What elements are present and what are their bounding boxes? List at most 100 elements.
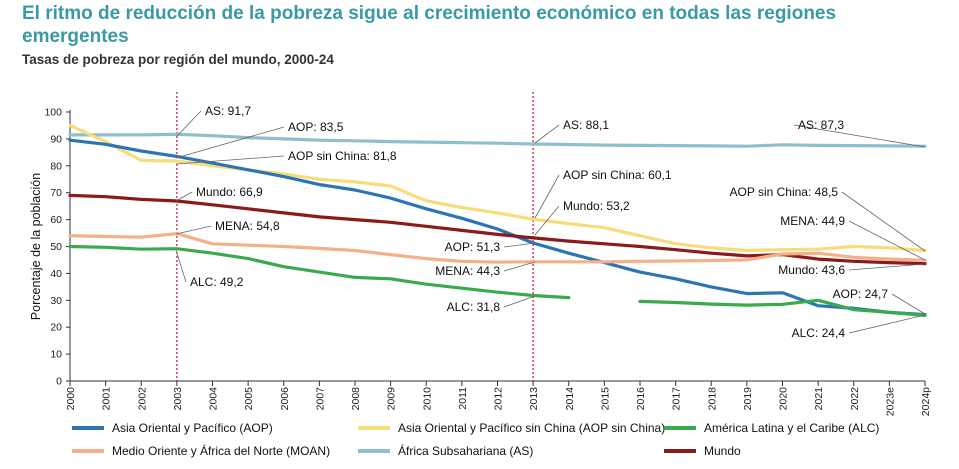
annotation-leader [175, 110, 202, 138]
x-tick-label: 2013 [528, 387, 540, 411]
annotation-leader [175, 191, 193, 202]
annotation-leader [848, 263, 926, 271]
x-tick-label: 2007 [314, 387, 326, 411]
annotation-label: AOP sin China: 60,1 [563, 168, 672, 182]
annotation-label: AOP sin China: 48,5 [729, 185, 838, 199]
annotation-leader [175, 225, 212, 235]
legend-item-aop: Asia Oriental y Pacífico (AOP) [72, 421, 273, 435]
legend-swatch-aop [72, 426, 104, 430]
annotation-label: Mundo: 66,9 [196, 185, 263, 199]
x-tick-label: 2022 [849, 387, 861, 411]
annotation-label: AS: 91,7 [205, 104, 251, 118]
y-tick-label: 0 [56, 376, 62, 388]
series-line-alc [638, 298, 927, 317]
annotation-label: AOP: 24,7 [833, 287, 889, 301]
legend-swatch-aop-sin-china [358, 426, 390, 430]
series-line-aop [68, 138, 927, 317]
x-tick-label: 2023e [884, 387, 896, 416]
annotation-leader [503, 295, 536, 308]
annotation-label: AS: 87,3 [798, 118, 844, 132]
annotation-leader [175, 249, 187, 283]
legend-swatch-mundo [664, 449, 696, 453]
series-line-aop_sc [68, 123, 927, 253]
x-tick-label: 2010 [421, 387, 433, 411]
legend-swatch-as [358, 449, 390, 453]
annotation-leader [534, 174, 560, 219]
x-tick-label: 2006 [279, 387, 291, 411]
annotation-label: MENA: 44,3 [435, 264, 500, 278]
x-tick-label: 2008 [350, 387, 362, 411]
x-tick-label: 2021 [813, 387, 825, 411]
x-tick-label: 2001 [101, 387, 113, 411]
chart-subtitle: Tasas de pobreza por región del mundo, 2… [22, 52, 334, 67]
x-tick-label: 2020 [778, 387, 790, 411]
annotation-label: ALC: 49,2 [190, 275, 244, 289]
chart-title: El ritmo de reducción de la pobreza sigu… [22, 3, 837, 47]
y-tick-label: 100 [44, 107, 62, 119]
annotation-label: MENA: 44,9 [780, 214, 845, 228]
annotation-leader [841, 191, 926, 252]
annotation-label: ALC: 24,4 [792, 326, 846, 340]
x-tick-label: 2018 [706, 387, 718, 411]
x-tick-label: 2003 [172, 387, 184, 411]
x-tick-label: 2011 [457, 387, 469, 410]
x-tick-label: 2017 [671, 387, 683, 411]
legend-item-moan: Medio Oriente y África del Norte (MOAN) [72, 444, 330, 458]
annotation-label: Mundo: 53,2 [563, 199, 630, 213]
y-tick-label: 10 [50, 349, 62, 361]
annotation-label: AOP sin China: 81,8 [288, 149, 397, 163]
legend-swatch-alc [664, 426, 696, 430]
legend-item-alc: América Latina y el Caribe (ALC) [664, 421, 879, 435]
annotation-label: Mundo: 43,6 [778, 263, 845, 277]
legend-item-mundo: Mundo [664, 444, 741, 458]
x-tick-label: 2014 [564, 387, 576, 411]
y-tick-label: 80 [50, 160, 62, 172]
legend-label-aop-sin-china: Asia Oriental y Pacífico sin China (AOP … [398, 421, 666, 435]
y-tick-label: 90 [50, 133, 62, 145]
legend-label-mundo: Mundo [704, 444, 741, 458]
x-tick-label: 2015 [599, 387, 611, 411]
x-tick-label: 2000 [65, 387, 77, 411]
annotation-leader [793, 124, 926, 148]
annotation-label: ALC: 31,8 [447, 300, 501, 314]
annotation-leader [503, 261, 536, 272]
annotation-label: AS: 88,1 [563, 118, 609, 132]
annotation-label: AOP: 83,5 [288, 120, 344, 134]
annotation-leader [848, 314, 926, 334]
x-tick-label: 2002 [136, 387, 148, 411]
legend-label-as: África Subsahariana (AS) [398, 444, 534, 458]
series-line-alc [68, 244, 571, 300]
y-tick-label: 20 [50, 322, 62, 334]
legend-item-aop-sin-china: Asia Oriental y Pacífico sin China (AOP … [358, 421, 665, 435]
series-line-as [68, 132, 927, 148]
y-axis-label: Porcentaje de la población [29, 173, 43, 320]
annotation-label: MENA: 54,8 [215, 219, 280, 233]
x-tick-label: 2004 [208, 387, 220, 411]
y-tick-label: 30 [50, 295, 62, 307]
legend-item-as: África Subsahariana (AS) [358, 444, 533, 458]
y-tick-label: 40 [50, 268, 62, 280]
series-line-moan [68, 232, 927, 264]
x-tick-label: 2005 [243, 387, 255, 411]
x-tick-label: 2016 [635, 387, 647, 411]
legend-label-aop: Asia Oriental y Pacífico (AOP) [112, 421, 273, 435]
chart-legend: Asia Oriental y Pacífico (AOP) Asia Orie… [66, 418, 946, 468]
legend-label-moan: Medio Oriente y África del Norte (MOAN) [112, 444, 331, 458]
annotation-leader [175, 155, 285, 165]
annotation-leader [534, 205, 560, 236]
y-tick-label: 50 [50, 241, 62, 253]
annotation-leader [503, 242, 536, 248]
x-tick-label: 2019 [742, 387, 754, 411]
y-tick-label: 70 [50, 187, 62, 199]
x-tick-label: 2009 [386, 387, 398, 411]
y-tick-label: 60 [50, 214, 62, 226]
x-tick-label: 2012 [493, 387, 505, 411]
annotation-leader [891, 293, 926, 315]
annotation-leader [848, 220, 926, 261]
x-tick-label: 2024p [920, 387, 932, 416]
legend-label-alc: América Latina y el Caribe (ALC) [704, 421, 880, 435]
annotation-label: AOP: 51,3 [445, 240, 501, 254]
legend-swatch-moan [72, 449, 104, 453]
annotation-leader [175, 126, 285, 159]
